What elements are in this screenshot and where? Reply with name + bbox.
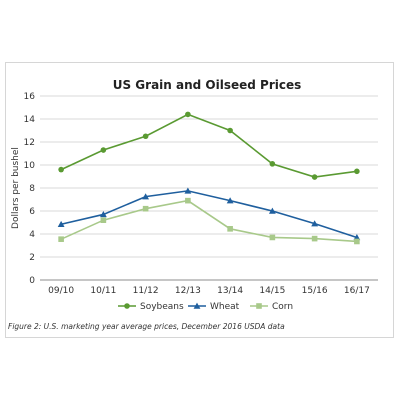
legend-label: Soybeans	[140, 302, 184, 312]
soybeans-point	[142, 133, 149, 140]
series-corn	[58, 197, 360, 245]
wheat-point	[353, 234, 361, 241]
legend-item-corn: Corn	[250, 302, 293, 312]
legend-marker	[193, 302, 201, 309]
series-soybeans	[58, 111, 360, 180]
corn-point	[142, 205, 149, 212]
y-tick-label: 0	[29, 276, 35, 286]
y-tick-label: 12	[24, 138, 35, 148]
chart-frame	[5, 62, 394, 338]
y-tick-label: 14	[24, 115, 36, 125]
soybeans-point	[269, 161, 276, 167]
wheat-line	[60, 190, 358, 239]
legend-marker	[124, 303, 130, 309]
soybeans-point	[100, 147, 107, 153]
wheat-point	[184, 187, 192, 194]
series-wheat	[57, 187, 361, 241]
soybeans-point	[311, 174, 318, 180]
y-tick-label: 4	[29, 230, 35, 240]
y-tick-label: 6	[29, 207, 35, 217]
chart-title: US Grain and Oilseed Prices	[113, 78, 302, 92]
x-tick-label: 16/17	[344, 286, 370, 296]
soybeans-point	[227, 127, 233, 134]
figure-caption: Figure 2: U.S. marketing year average pr…	[8, 322, 285, 331]
soybeans-point	[58, 166, 64, 173]
corn-point	[185, 197, 191, 204]
corn-point	[100, 217, 107, 223]
legend-label: Wheat	[210, 302, 240, 312]
corn-point	[227, 226, 233, 232]
corn-line	[60, 199, 357, 243]
wheat-point	[311, 220, 319, 227]
y-tick-label: 10	[24, 161, 36, 171]
corn-point	[269, 234, 276, 241]
x-tick-label: 15/16	[302, 286, 328, 296]
soybeans-point	[354, 168, 360, 175]
legend-item-soybeans: Soybeans	[118, 302, 184, 312]
y-tick-label: 8	[29, 184, 35, 194]
x-tick-label: 12/13	[175, 286, 201, 296]
wheat-point	[268, 207, 276, 214]
x-tick-label: 11/12	[133, 286, 159, 296]
y-axis-label: Dollars per bushel	[11, 147, 21, 229]
wheat-point	[226, 197, 234, 204]
soybeans-point	[185, 111, 191, 118]
legend: Soybeans Wheat Corn	[118, 302, 293, 312]
legend-item-wheat: Wheat	[188, 302, 240, 312]
x-tick-labels: 09/10 10/11 11/12 12/13 13/14 14/15 15/16 16/17	[48, 286, 370, 296]
legend-marker	[256, 303, 262, 309]
series-lines	[57, 111, 361, 245]
soybeans-line	[60, 113, 357, 178]
x-tick-label: 10/11	[90, 286, 116, 296]
x-tick-label: 14/15	[259, 286, 285, 296]
corn-point	[354, 238, 360, 245]
wheat-point	[142, 193, 150, 200]
y-tick-label: 2	[29, 253, 35, 263]
y-tick-labels: 0 2 4 6 8 10 12 14 16	[24, 92, 36, 286]
x-tick-label: 09/10	[48, 286, 74, 296]
x-tick-label: 13/14	[217, 286, 243, 296]
wheat-point	[99, 211, 107, 218]
wheat-point	[57, 220, 65, 227]
corn-point	[58, 236, 64, 242]
gridlines	[40, 95, 378, 281]
legend-label: Corn	[272, 302, 293, 312]
y-tick-label: 16	[24, 92, 36, 102]
corn-point	[311, 235, 318, 242]
